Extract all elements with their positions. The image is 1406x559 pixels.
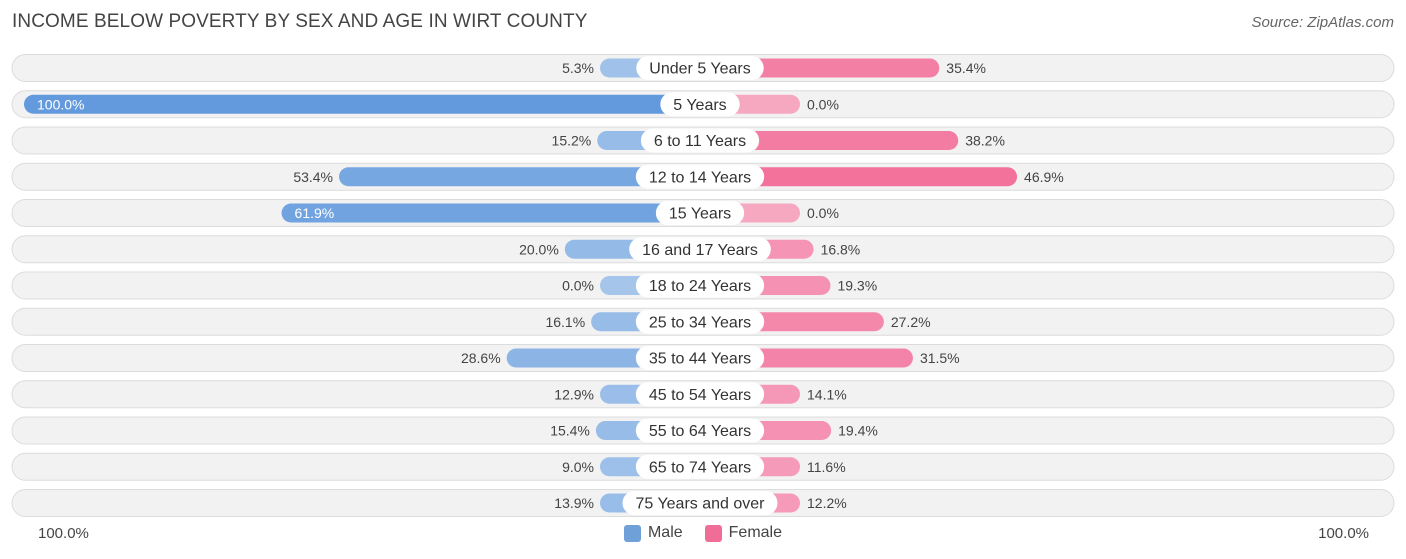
chart-title: INCOME BELOW POVERTY BY SEX AND AGE IN W… xyxy=(12,11,588,32)
category-label: 25 to 34 Years xyxy=(649,314,751,331)
female-value-label: 31.5% xyxy=(920,350,960,366)
female-value-label: 46.9% xyxy=(1024,169,1064,185)
category-label: 12 to 14 Years xyxy=(649,169,751,186)
male-value-label: 16.1% xyxy=(545,314,585,330)
axis-left-label: 100.0% xyxy=(38,525,89,542)
male-bar xyxy=(24,94,700,114)
male-value-label: 15.4% xyxy=(550,423,590,439)
category-pill xyxy=(635,382,765,407)
category-pill xyxy=(622,491,778,515)
category-label: 6 to 11 Years xyxy=(654,133,746,150)
legend-item-male: Male xyxy=(623,524,683,542)
female-value-label: 16.8% xyxy=(821,241,861,257)
category-pill xyxy=(635,418,765,443)
category-label: 65 to 74 Years xyxy=(649,459,751,476)
male-bar xyxy=(281,203,700,223)
category-label: 75 Years and over xyxy=(636,496,766,513)
male-value-label: 12.9% xyxy=(554,386,594,402)
category-label: 55 to 64 Years xyxy=(649,423,751,440)
male-value-label: 61.9% xyxy=(295,205,335,221)
male-value-label: 15.2% xyxy=(552,133,592,149)
female-bar xyxy=(700,131,959,150)
category-pill xyxy=(635,273,765,298)
category-label: 35 to 44 Years xyxy=(649,351,751,368)
female-value-label: 14.1% xyxy=(807,386,847,402)
chart-source: Source: ZipAtlas.com xyxy=(1251,14,1394,31)
male-bar xyxy=(339,167,700,187)
male-value-label: 9.0% xyxy=(562,459,594,475)
category-pill xyxy=(635,309,765,334)
axis-right-label: 100.0% xyxy=(1318,525,1369,542)
legend-label-male: Male xyxy=(647,524,683,541)
category-pill xyxy=(635,164,765,189)
female-value-label: 0.0% xyxy=(807,96,839,112)
female-value-label: 19.3% xyxy=(837,278,877,294)
female-bar xyxy=(700,167,1018,187)
female-value-label: 38.2% xyxy=(965,133,1005,149)
female-value-label: 0.0% xyxy=(807,205,839,221)
male-value-label: 100.0% xyxy=(37,96,84,112)
category-label: 16 and 17 Years xyxy=(642,242,758,259)
category-pill xyxy=(636,56,764,80)
category-pill xyxy=(635,454,765,479)
category-pill xyxy=(660,92,740,117)
male-value-label: 5.3% xyxy=(562,60,594,76)
category-label: 15 Years xyxy=(669,206,731,223)
legend-label-female: Female xyxy=(728,524,783,541)
female-value-label: 19.4% xyxy=(838,423,878,439)
legend: Male Female xyxy=(0,524,1406,542)
category-label: 18 to 24 Years xyxy=(649,278,751,295)
female-value-label: 27.2% xyxy=(891,314,931,330)
category-pill xyxy=(629,237,771,262)
category-label: 5 Years xyxy=(673,97,726,114)
male-value-label: 53.4% xyxy=(293,169,333,185)
category-label: 45 to 54 Years xyxy=(649,387,751,404)
legend-swatch-male xyxy=(623,524,641,542)
category-pill xyxy=(640,128,760,153)
male-value-label: 0.0% xyxy=(562,278,594,294)
male-value-label: 20.0% xyxy=(519,241,559,257)
male-value-label: 13.9% xyxy=(554,495,594,511)
female-value-label: 12.2% xyxy=(807,495,847,511)
legend-item-female: Female xyxy=(704,524,783,542)
category-pill xyxy=(635,346,765,370)
legend-swatch-female xyxy=(704,524,722,542)
category-pill xyxy=(655,201,745,225)
male-value-label: 28.6% xyxy=(461,350,501,366)
category-label: Under 5 Years xyxy=(649,61,750,78)
female-value-label: 11.6% xyxy=(807,459,846,475)
female-value-label: 35.4% xyxy=(946,60,986,76)
